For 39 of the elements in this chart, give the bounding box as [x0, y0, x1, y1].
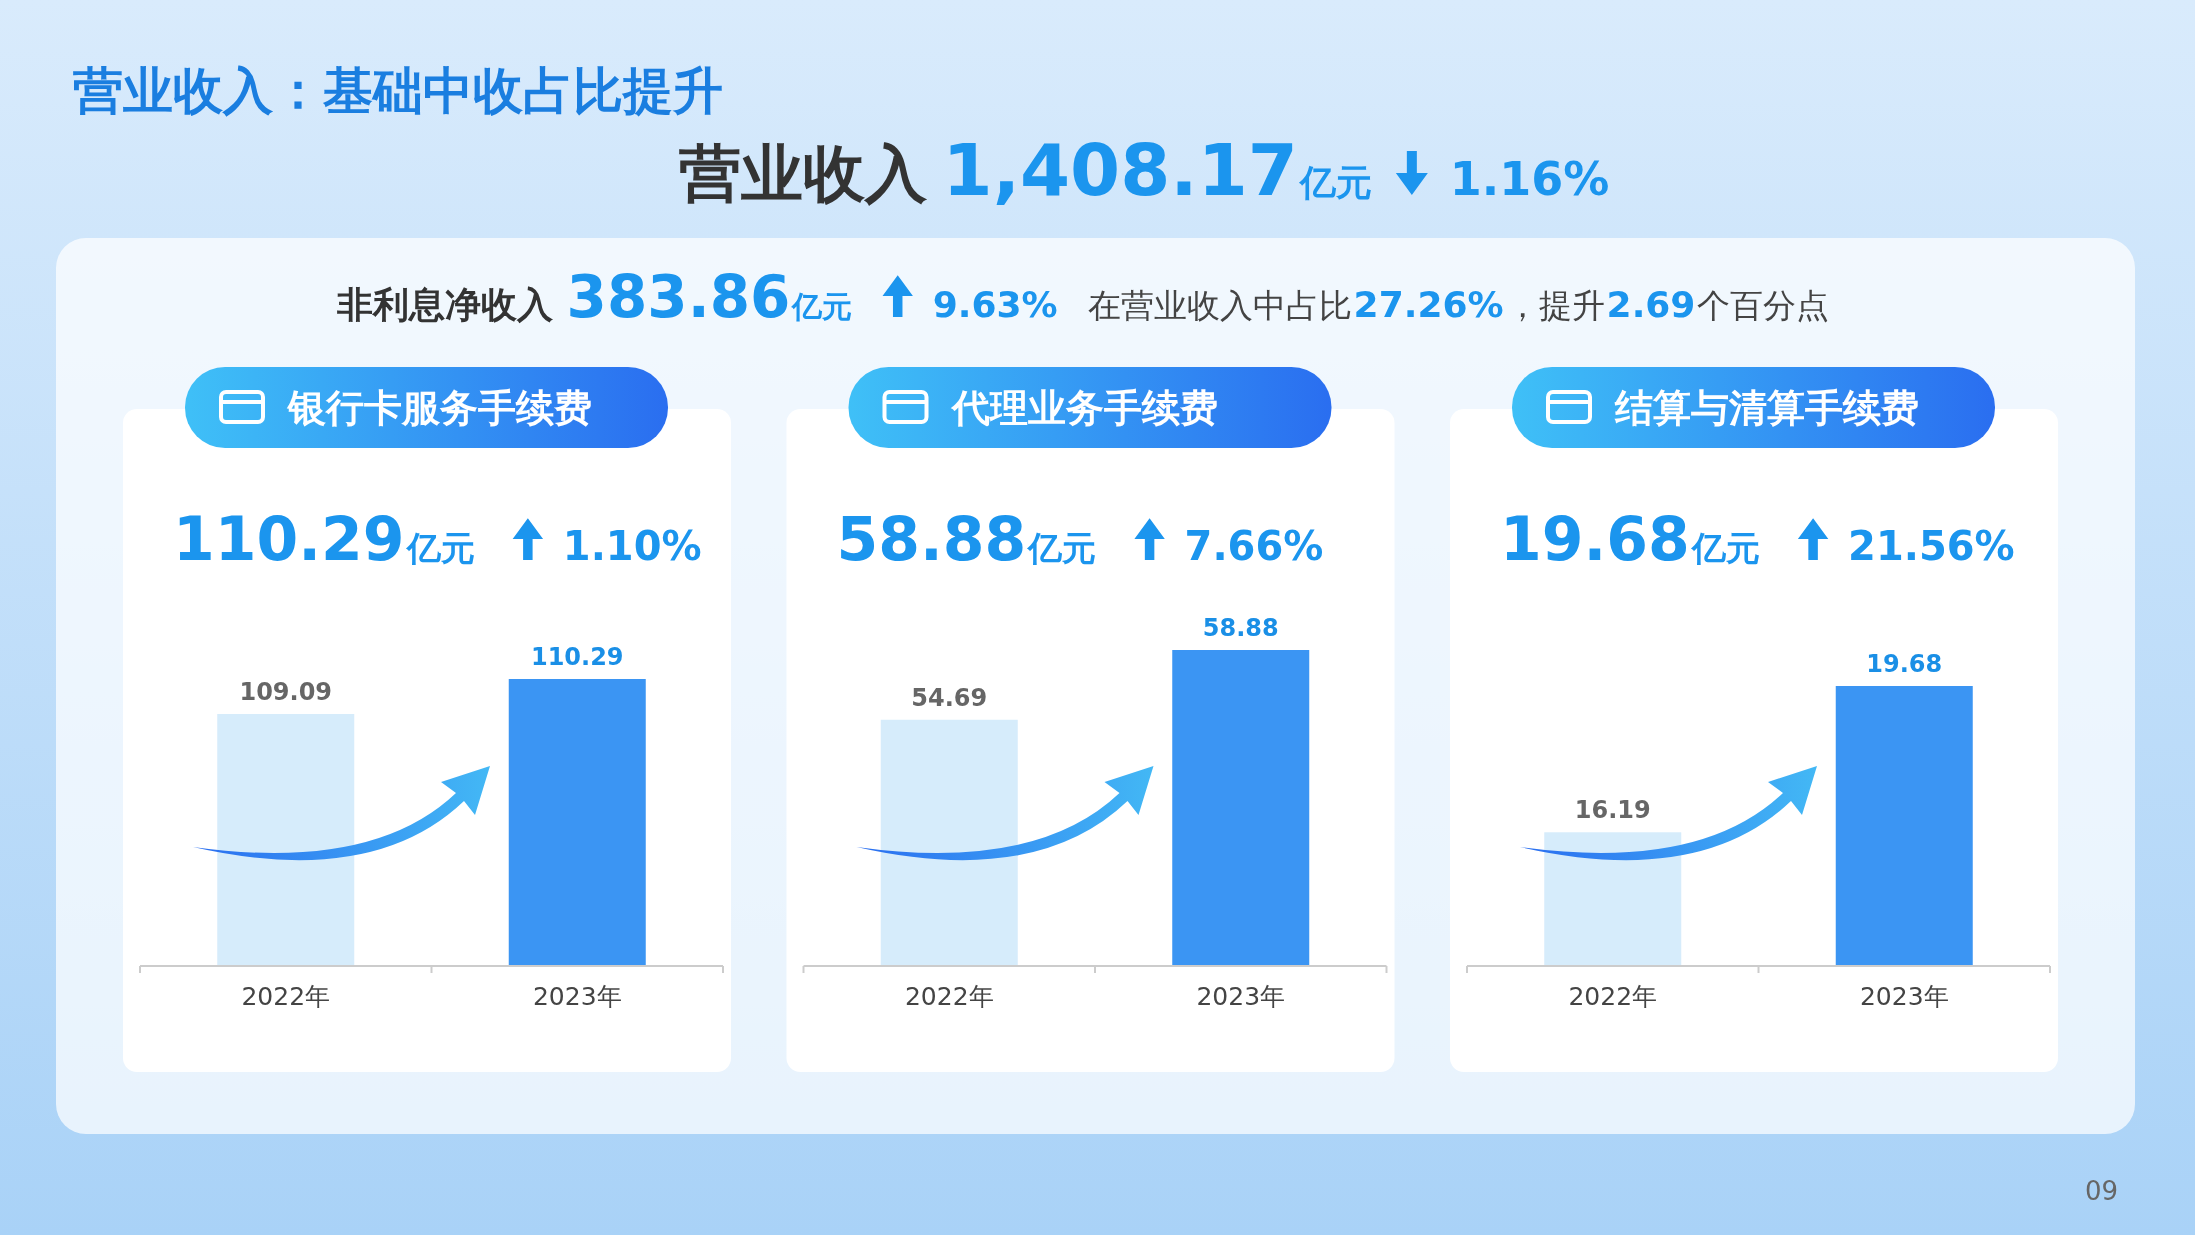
data-label: 110.29	[530, 643, 624, 671]
data-label: 54.69	[911, 683, 988, 712]
text: 亿元	[1297, 162, 1372, 203]
x-tick-label: 2023年	[1859, 982, 1949, 1011]
text: 09	[2084, 1176, 2118, 1206]
text: 110.29	[173, 504, 405, 574]
text: 亿元	[1026, 528, 1097, 568]
text: 营业收入	[678, 137, 928, 210]
x-tick-label: 2023年	[1196, 982, 1286, 1011]
data-label: 19.68	[1866, 650, 1943, 678]
x-tick-label: 2022年	[904, 982, 994, 1011]
text: 营业收入：基础中收占比提升	[73, 62, 723, 120]
text: 亿元	[404, 528, 475, 568]
text: 21.56%	[1848, 523, 2015, 569]
text: 383.86	[566, 263, 791, 331]
text: 19.68	[1500, 504, 1690, 574]
text: 9.63%	[932, 284, 1058, 325]
text: 2.69	[1606, 284, 1696, 325]
text: 1.16%	[1449, 152, 1610, 206]
data-label: 109.09	[239, 678, 333, 706]
data-label: 16.19	[1574, 796, 1651, 825]
text: 27.26%	[1353, 284, 1504, 325]
text: 个百分点	[1697, 286, 1830, 325]
chart-title: 银行卡服务手续费	[286, 386, 592, 430]
text: 在营业收入中占比	[1087, 286, 1352, 325]
text: 亿元	[790, 289, 853, 324]
x-tick-label: 2023年	[532, 982, 622, 1011]
chart-title: 结算与清算手续费	[1614, 386, 1919, 430]
text: ，提升	[1505, 286, 1605, 325]
data-label: 58.88	[1202, 614, 1279, 642]
chart-title: 代理业务手续费	[949, 386, 1218, 430]
text: 1.10%	[562, 523, 702, 569]
x-tick-label: 2022年	[1568, 982, 1658, 1011]
text: 非利息净收入	[335, 284, 554, 325]
x-tick-label: 2022年	[241, 982, 331, 1011]
text: 7.66%	[1184, 523, 1324, 569]
text: 58.88	[836, 504, 1027, 574]
text: 亿元	[1689, 528, 1760, 568]
text: 1,408.17	[942, 128, 1298, 212]
